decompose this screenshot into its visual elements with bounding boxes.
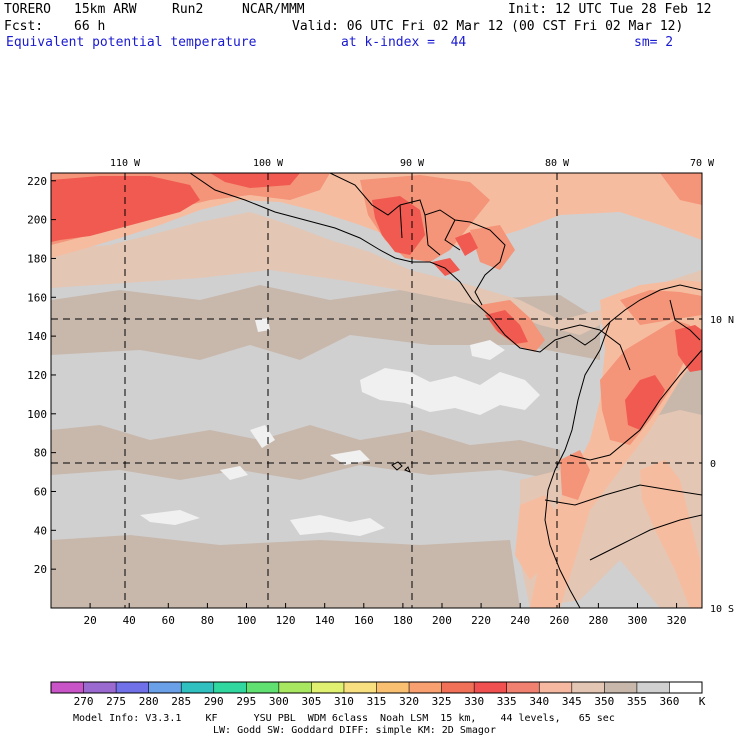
colorbar-label: 270 xyxy=(74,695,94,708)
y-tick-label: 80 xyxy=(34,447,47,460)
colorbar-label: 350 xyxy=(594,695,614,708)
x-tick-label: 200 xyxy=(432,614,452,627)
latitude-label: 0 xyxy=(710,459,716,470)
longitude-label: 70 W xyxy=(690,158,715,169)
y-tick-label: 220 xyxy=(27,175,47,188)
colorbar-label: 315 xyxy=(367,695,387,708)
y-tick-label: 200 xyxy=(27,214,47,227)
colorbar-swatch xyxy=(572,682,605,693)
colorbar-label: 320 xyxy=(399,695,419,708)
x-tick-label: 100 xyxy=(237,614,257,627)
x-tick-label: 180 xyxy=(393,614,413,627)
colorbar-unit: K xyxy=(699,695,706,708)
colorbar-swatch xyxy=(604,682,637,693)
colorbar-label: 285 xyxy=(171,695,191,708)
map-field xyxy=(51,173,702,608)
colorbar-label: 325 xyxy=(432,695,452,708)
colorbar-label: 280 xyxy=(139,695,159,708)
latitude-label: 10 N xyxy=(710,315,734,326)
physics-info: LW: Godd SW: Goddard DIFF: simple KM: 2D… xyxy=(213,725,496,736)
colorbar-label: 310 xyxy=(334,695,354,708)
colorbar-swatch xyxy=(637,682,670,693)
y-tick-label: 40 xyxy=(34,524,47,537)
colorbar-swatch xyxy=(669,682,702,693)
colorbar-swatch xyxy=(377,682,410,693)
colorbar-swatch xyxy=(116,682,149,693)
y-tick-label: 20 xyxy=(34,563,47,576)
x-tick-label: 40 xyxy=(123,614,136,627)
colorbar-label: 290 xyxy=(204,695,224,708)
y-tick-label: 160 xyxy=(27,291,47,304)
colorbar-label: 300 xyxy=(269,695,289,708)
colorbar-label: 345 xyxy=(562,695,582,708)
x-tick-label: 300 xyxy=(628,614,648,627)
longitude-label: 110 W xyxy=(110,158,141,169)
longitude-label: 80 W xyxy=(545,158,570,169)
x-tick-label: 220 xyxy=(471,614,491,627)
x-tick-label: 320 xyxy=(667,614,687,627)
x-tick-label: 60 xyxy=(162,614,175,627)
y-tick-label: 60 xyxy=(34,485,47,498)
colorbar-swatch xyxy=(442,682,475,693)
x-tick-label: 160 xyxy=(354,614,374,627)
colorbar-swatch xyxy=(181,682,214,693)
colorbar-label: 335 xyxy=(497,695,517,708)
colorbar-swatch xyxy=(149,682,182,693)
colorbar-swatch xyxy=(539,682,572,693)
colorbar-label: 295 xyxy=(236,695,256,708)
latitude-label: 10 S xyxy=(710,604,734,615)
colorbar-swatch xyxy=(507,682,540,693)
x-tick-label: 280 xyxy=(588,614,608,627)
colorbar-swatch xyxy=(246,682,279,693)
colorbar-swatch xyxy=(51,682,84,693)
colorbar-label: 275 xyxy=(106,695,126,708)
model-info: Model Info: V3.3.1 KF YSU PBL WDM 6class… xyxy=(73,713,615,724)
y-tick-label: 180 xyxy=(27,252,47,265)
longitude-label: 100 W xyxy=(253,158,284,169)
colorbar-label: 330 xyxy=(464,695,484,708)
x-tick-label: 240 xyxy=(510,614,530,627)
y-tick-label: 100 xyxy=(27,408,47,421)
y-tick-label: 140 xyxy=(27,330,47,343)
colorbar-swatch xyxy=(84,682,117,693)
x-tick-label: 140 xyxy=(315,614,335,627)
colorbar-swatch xyxy=(474,682,507,693)
y-tick-label: 120 xyxy=(27,369,47,382)
colorbar: 270 275 280 285 290 295 300 305 310 315 320 325 330 3… xyxy=(51,682,706,708)
colorbar-swatch xyxy=(279,682,312,693)
x-tick-label: 80 xyxy=(201,614,214,627)
longitude-label: 90 W xyxy=(400,158,425,169)
x-tick-label: 20 xyxy=(83,614,96,627)
colorbar-swatch xyxy=(214,682,247,693)
colorbar-swatch xyxy=(409,682,442,693)
colorbar-label: 355 xyxy=(627,695,647,708)
x-tick-label: 260 xyxy=(549,614,569,627)
colorbar-label: 360 xyxy=(660,695,680,708)
x-tick-label: 120 xyxy=(276,614,296,627)
colorbar-swatch xyxy=(344,682,377,693)
colorbar-label: 340 xyxy=(529,695,549,708)
colorbar-swatch xyxy=(311,682,344,693)
colorbar-label: 305 xyxy=(301,695,321,708)
